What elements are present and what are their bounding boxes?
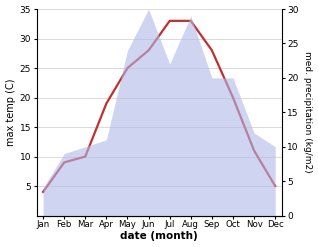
X-axis label: date (month): date (month): [120, 231, 198, 242]
Y-axis label: max temp (C): max temp (C): [5, 79, 16, 146]
Y-axis label: med. precipitation (kg/m2): med. precipitation (kg/m2): [303, 51, 313, 173]
